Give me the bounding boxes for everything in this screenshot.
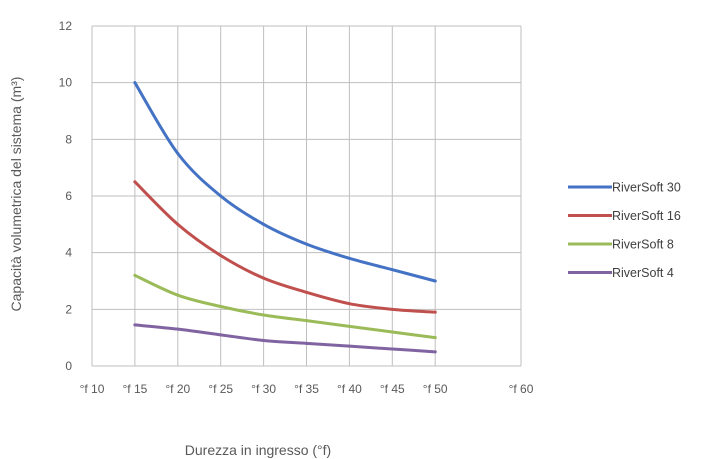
data-point-riversoft-8 [305,319,308,323]
data-point-riversoft-4 [133,323,137,327]
series-lines [133,81,437,354]
data-point-riversoft-8 [433,336,437,340]
data-point-riversoft-16 [133,180,137,184]
data-point-riversoft-16 [347,302,351,306]
x-axis-title: Durezza in ingresso (°f) [185,442,331,458]
data-point-riversoft-30 [305,242,308,246]
data-point-riversoft-4 [305,341,308,345]
legend-label-riversoft-16: RiverSoft 16 [612,209,681,223]
legend: RiverSoft 30 RiverSoft 16 RiverSoft 8 River… [568,181,681,280]
data-point-riversoft-8 [219,305,223,308]
x-tick-label: °f 60 [509,382,534,396]
data-point-riversoft-4 [176,327,180,331]
series-line-riversoft-16 [133,180,437,314]
x-tick-label: °f 30 [251,382,276,396]
x-tick-label: °f 45 [380,382,405,396]
data-point-riversoft-4 [219,333,223,337]
grid [91,25,522,367]
legend-label-riversoft-8: RiverSoft 8 [612,238,674,252]
series-line-riversoft-4 [133,323,437,354]
x-tick-label: °f 40 [337,382,362,396]
data-point-riversoft-4 [262,339,266,342]
series-line-riversoft-30 [133,81,437,283]
y-tick-label: 0 [65,359,72,373]
data-point-riversoft-30 [433,279,437,283]
data-point-riversoft-4 [433,350,437,354]
data-point-riversoft-30 [219,194,223,198]
y-tick-label: 8 [65,132,72,146]
series-line-riversoft-8 [133,273,437,340]
y-tick-label: 12 [59,19,73,33]
data-point-riversoft-4 [347,344,351,348]
data-point-riversoft-8 [347,324,351,328]
data-point-riversoft-30 [133,81,137,85]
data-point-riversoft-16 [305,290,308,294]
data-point-riversoft-8 [262,313,266,317]
x-tick-label: °f 15 [122,382,147,396]
data-point-riversoft-16 [390,307,394,311]
y-axis-title: Capacità volumetrica del sistema (m³) [8,77,24,312]
legend-label-riversoft-30: RiverSoft 30 [612,181,681,195]
data-point-riversoft-8 [133,273,137,277]
x-tick-label: °f 35 [294,382,319,396]
data-point-riversoft-8 [390,330,394,334]
data-point-riversoft-30 [347,256,351,260]
y-tick-label: 10 [59,76,73,90]
y-tick-label: 4 [65,246,72,260]
x-tick-label: °f 25 [208,382,233,396]
y-tick-label: 2 [65,302,72,316]
x-tick-label: °f 50 [423,382,448,396]
data-point-riversoft-30 [176,152,180,155]
y-tick-label: 6 [65,189,72,203]
data-point-riversoft-4 [390,347,394,351]
data-point-riversoft-16 [176,222,180,226]
x-tick-label: °f 10 [80,382,105,396]
legend-label-riversoft-4: RiverSoft 4 [612,266,674,280]
data-point-riversoft-8 [176,293,180,297]
data-point-riversoft-16 [433,310,437,314]
x-tick-label: °f 20 [165,382,190,396]
data-point-riversoft-16 [262,276,266,280]
data-point-riversoft-30 [262,222,266,226]
data-point-riversoft-16 [219,254,223,257]
data-point-riversoft-30 [390,268,394,272]
x-tick-labels: °f 10 °f 15 °f 20 °f 25 °f 30 °f 35 °f 40 °f 45… [80,382,534,396]
y-tick-labels: 0 2 4 6 8 10 12 [59,19,73,373]
